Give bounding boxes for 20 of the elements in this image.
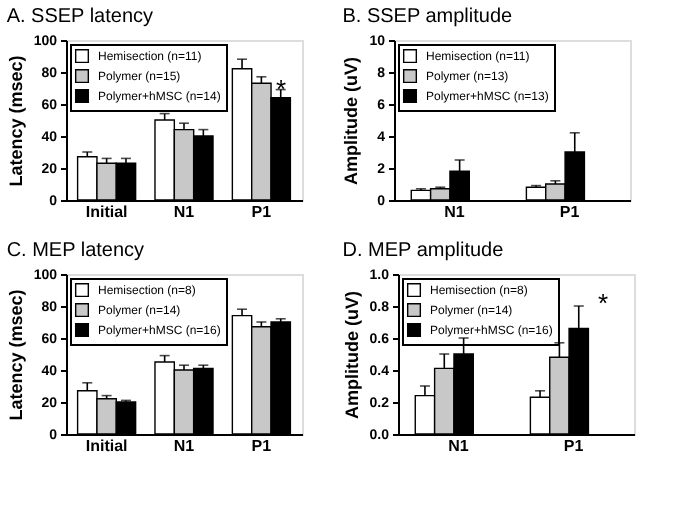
x-tick-label: P1 xyxy=(563,437,585,455)
y-axis-title: Amplitude (uV) xyxy=(341,57,362,185)
y-axis-title: Amplitude (uV) xyxy=(341,291,362,419)
chart-title: D. MEP amplitude xyxy=(342,240,505,262)
x-tick-label: N1 xyxy=(448,437,470,455)
x-tick-label: N1 xyxy=(173,203,196,221)
y-axis-title: Latency (msec) xyxy=(5,289,26,421)
x-tick-label: N1 xyxy=(173,437,196,455)
x-tick-label: N1 xyxy=(444,203,466,221)
x-tick-label: P1 xyxy=(251,437,273,455)
x-tick-label: P1 xyxy=(251,203,273,221)
chart-title: B. SSEP amplitude xyxy=(342,6,514,28)
x-tick-label: Initial xyxy=(85,437,128,455)
chart-title: A. SSEP latency xyxy=(6,6,154,28)
x-tick-label: P1 xyxy=(559,203,581,221)
x-tick-label: Initial xyxy=(85,203,128,221)
y-axis-title: Latency (msec) xyxy=(5,55,26,187)
annotation: * xyxy=(598,287,609,318)
annotation: * xyxy=(275,74,287,105)
chart-title: C. MEP latency xyxy=(6,240,145,262)
